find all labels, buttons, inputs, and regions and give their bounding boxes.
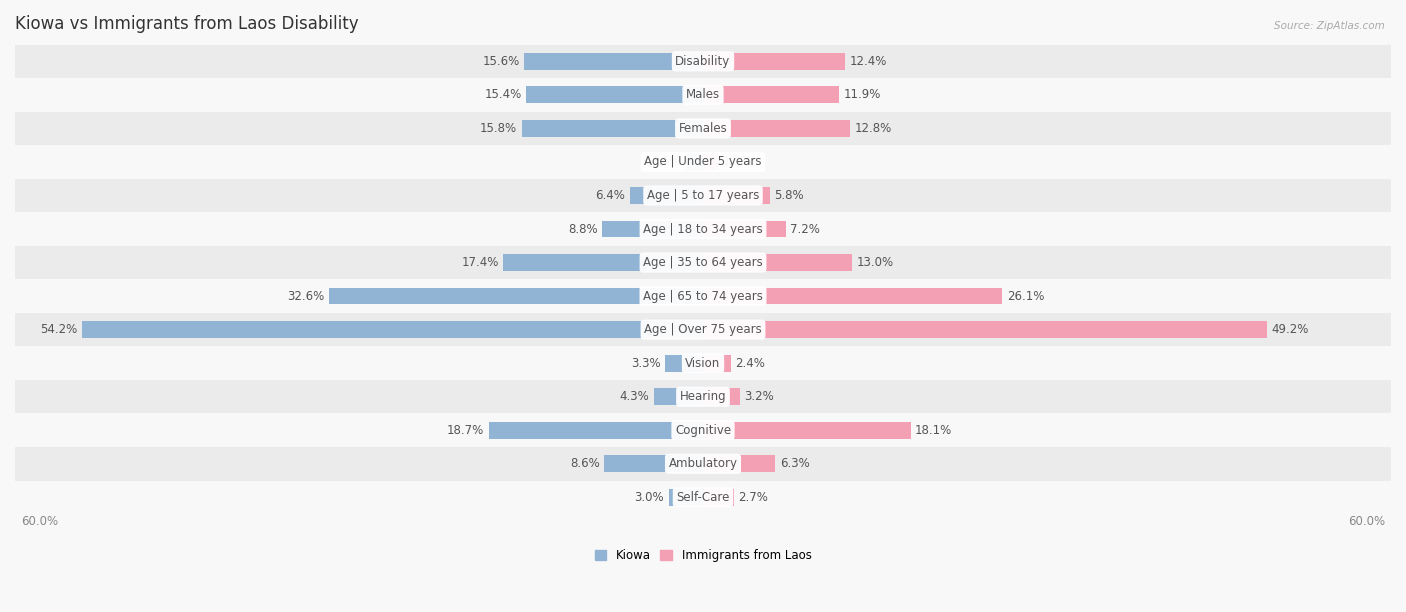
Bar	[522, 120, 703, 137]
Text: 54.2%: 54.2%	[39, 323, 77, 336]
Text: 17.4%: 17.4%	[461, 256, 499, 269]
Bar	[669, 489, 703, 506]
Text: 26.1%: 26.1%	[1007, 289, 1045, 302]
Bar	[15, 111, 1391, 145]
Text: 15.4%: 15.4%	[485, 88, 522, 102]
Text: Age | 5 to 17 years: Age | 5 to 17 years	[647, 189, 759, 202]
Text: 2.7%: 2.7%	[738, 491, 769, 504]
Bar	[686, 154, 703, 170]
Text: Cognitive: Cognitive	[675, 424, 731, 437]
Bar	[703, 288, 1002, 305]
Text: 18.7%: 18.7%	[447, 424, 484, 437]
Bar	[703, 120, 849, 137]
Bar	[15, 45, 1391, 78]
Text: Age | Under 5 years: Age | Under 5 years	[644, 155, 762, 168]
Text: 13.0%: 13.0%	[856, 256, 894, 269]
Text: 12.4%: 12.4%	[849, 55, 887, 68]
Text: 15.8%: 15.8%	[479, 122, 517, 135]
Bar	[654, 389, 703, 405]
Bar	[15, 246, 1391, 279]
Text: 2.4%: 2.4%	[735, 357, 765, 370]
Bar	[15, 447, 1391, 480]
Text: Males: Males	[686, 88, 720, 102]
Text: Self-Care: Self-Care	[676, 491, 730, 504]
Text: 1.5%: 1.5%	[651, 155, 682, 168]
Text: 6.3%: 6.3%	[780, 457, 810, 470]
Bar	[15, 279, 1391, 313]
Text: Source: ZipAtlas.com: Source: ZipAtlas.com	[1274, 21, 1385, 31]
Text: Vision: Vision	[685, 357, 721, 370]
Text: Females: Females	[679, 122, 727, 135]
Text: 11.9%: 11.9%	[844, 88, 882, 102]
Bar	[703, 455, 775, 472]
Bar	[665, 355, 703, 371]
Text: 18.1%: 18.1%	[915, 424, 952, 437]
Text: 6.4%: 6.4%	[595, 189, 626, 202]
Bar	[703, 53, 845, 70]
Text: Hearing: Hearing	[679, 390, 727, 403]
Bar	[703, 389, 740, 405]
Bar	[703, 422, 911, 439]
Bar	[703, 154, 718, 170]
Bar	[82, 321, 703, 338]
Bar	[602, 221, 703, 237]
Bar	[329, 288, 703, 305]
Bar	[526, 86, 703, 103]
Text: Disability: Disability	[675, 55, 731, 68]
Text: 1.3%: 1.3%	[723, 155, 752, 168]
Bar	[15, 414, 1391, 447]
Bar	[630, 187, 703, 204]
Bar	[15, 480, 1391, 514]
Text: Ambulatory: Ambulatory	[668, 457, 738, 470]
Text: Kiowa vs Immigrants from Laos Disability: Kiowa vs Immigrants from Laos Disability	[15, 15, 359, 33]
Bar	[524, 53, 703, 70]
Text: 5.8%: 5.8%	[775, 189, 804, 202]
Text: 49.2%: 49.2%	[1272, 323, 1309, 336]
Text: 4.3%: 4.3%	[620, 390, 650, 403]
Text: 3.3%: 3.3%	[631, 357, 661, 370]
Text: Age | Over 75 years: Age | Over 75 years	[644, 323, 762, 336]
Bar	[703, 221, 786, 237]
Bar	[15, 78, 1391, 111]
Text: 12.8%: 12.8%	[855, 122, 891, 135]
Bar	[703, 321, 1267, 338]
Text: 32.6%: 32.6%	[287, 289, 325, 302]
Bar	[503, 254, 703, 271]
Bar	[15, 346, 1391, 380]
Bar	[703, 187, 769, 204]
Bar	[703, 254, 852, 271]
Text: 60.0%: 60.0%	[1348, 515, 1385, 528]
Bar	[488, 422, 703, 439]
Bar	[605, 455, 703, 472]
Bar	[703, 489, 734, 506]
Text: 15.6%: 15.6%	[482, 55, 520, 68]
Text: 7.2%: 7.2%	[790, 223, 820, 236]
Bar	[15, 145, 1391, 179]
Text: 8.8%: 8.8%	[568, 223, 598, 236]
Bar	[15, 313, 1391, 346]
Bar	[703, 355, 731, 371]
Text: 60.0%: 60.0%	[21, 515, 58, 528]
Bar	[703, 86, 839, 103]
Text: 3.2%: 3.2%	[744, 390, 775, 403]
Text: Age | 65 to 74 years: Age | 65 to 74 years	[643, 289, 763, 302]
Bar	[15, 179, 1391, 212]
Bar	[15, 380, 1391, 414]
Text: Age | 35 to 64 years: Age | 35 to 64 years	[643, 256, 763, 269]
Text: Age | 18 to 34 years: Age | 18 to 34 years	[643, 223, 763, 236]
Legend: Kiowa, Immigrants from Laos: Kiowa, Immigrants from Laos	[591, 544, 815, 567]
Bar	[15, 212, 1391, 246]
Text: 8.6%: 8.6%	[569, 457, 600, 470]
Text: 3.0%: 3.0%	[634, 491, 664, 504]
